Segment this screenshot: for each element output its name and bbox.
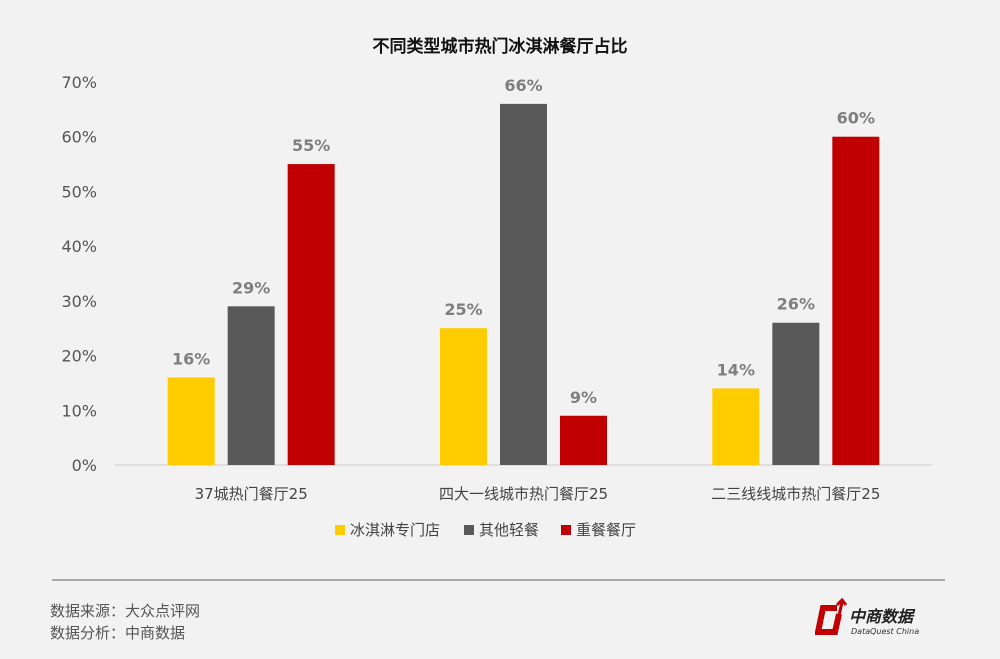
bar <box>832 136 880 465</box>
data-label: 55% <box>292 136 330 155</box>
data-label: 9% <box>570 388 597 407</box>
source-text: 数据来源：大众点评网 <box>50 602 201 620</box>
y-tick-label: 40% <box>61 237 97 256</box>
bar <box>500 103 547 465</box>
legend-swatch <box>561 525 571 535</box>
legend-label: 其他轻餐 <box>479 521 539 539</box>
y-tick-label: 10% <box>61 401 97 420</box>
bar <box>227 306 275 465</box>
y-tick-label: 60% <box>61 128 97 147</box>
bar <box>712 388 760 465</box>
data-label: 26% <box>777 295 815 314</box>
data-label: 25% <box>444 300 482 319</box>
company-logo: 中商数据 DataQuest China <box>815 598 919 636</box>
y-tick-label: 0% <box>72 456 97 475</box>
y-tick-label: 70% <box>61 73 97 92</box>
data-label: 60% <box>837 109 875 128</box>
bar <box>440 328 487 465</box>
bar <box>287 164 335 466</box>
legend-swatch <box>335 525 345 535</box>
svg-text:DataQuest China: DataQuest China <box>851 627 919 636</box>
y-tick-label: 30% <box>61 292 97 311</box>
legend-label: 重餐餐厅 <box>576 521 636 539</box>
data-label: 14% <box>717 360 755 379</box>
legend-label: 冰淇淋专门店 <box>350 521 440 539</box>
y-tick-label: 50% <box>61 182 97 201</box>
legend-swatch <box>464 525 474 535</box>
bar <box>167 377 215 465</box>
bar <box>560 415 607 465</box>
data-label: 66% <box>504 76 542 95</box>
bar <box>772 322 820 465</box>
x-tick-label: 四大一线城市热门餐厅25 <box>439 485 608 503</box>
x-tick-label: 二三线线城市热门餐厅25 <box>711 485 880 503</box>
y-tick-label: 20% <box>61 347 97 366</box>
data-label: 16% <box>172 349 210 368</box>
x-tick-label: 37城热门餐厅25 <box>195 485 308 503</box>
svg-text:中商数据: 中商数据 <box>849 607 916 626</box>
analysis-text: 数据分析：中商数据 <box>50 624 186 642</box>
chart-title: 不同类型城市热门冰淇淋餐厅占比 <box>373 36 628 57</box>
data-label: 29% <box>232 278 270 297</box>
